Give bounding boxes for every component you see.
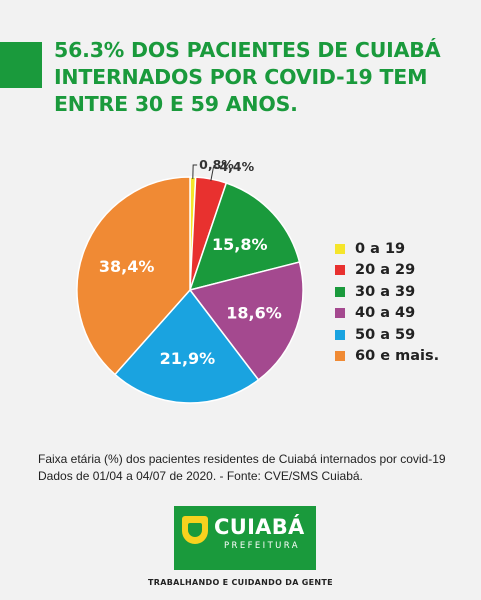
logo-name: CUIABÁ — [214, 515, 305, 539]
pie-leader-0-a-19 — [192, 164, 198, 180]
pie-label-0-a-19: 0,8% — [199, 157, 234, 172]
legend-label-50-a-59: 50 a 59 — [355, 326, 416, 343]
legend-label-0-a-19: 0 a 19 — [355, 240, 406, 257]
headline-line-3: ENTRE 30 E 59 ANOS. — [54, 92, 298, 116]
pie-slice-40-a-49 — [188, 261, 304, 381]
logo-subtitle: PREFEITURA — [224, 541, 300, 551]
legend-item-60-e-mais: 60 e mais. — [335, 346, 439, 368]
legend-item-40-a-49: 40 a 49 — [335, 303, 439, 325]
legend-swatch-20-a-29 — [335, 265, 345, 276]
caption-line-1: Faixa etária (%) dos pacientes residente… — [38, 452, 446, 466]
headline-line-1: 56.3% DOS PACIENTES DE CUIABÁ — [54, 37, 464, 64]
headline-percentage: 56.3% — [54, 38, 125, 62]
chart-caption: Faixa etária (%) dos pacientes residente… — [38, 451, 468, 485]
legend-label-30-a-39: 30 a 39 — [355, 283, 416, 300]
headline: 56.3% DOS PACIENTES DE CUIABÁ INTERNADOS… — [54, 37, 464, 118]
legend-swatch-0-a-19 — [335, 243, 345, 254]
city-seal-icon — [182, 516, 208, 544]
legend-item-0-a-19: 0 a 19 — [335, 238, 439, 260]
legend-item-50-a-59: 50 a 59 — [335, 324, 439, 346]
pie-label-20-a-29: 4,4% — [219, 159, 254, 174]
chart-legend: 0 a 19 20 a 29 30 a 39 40 a 49 50 a 59 60 e m… — [335, 238, 439, 367]
legend-item-30-a-39: 30 a 39 — [335, 281, 439, 303]
legend-label-40-a-49: 40 a 49 — [355, 305, 416, 322]
headline-line-2: INTERNADOS POR COVID-19 TEM — [54, 65, 428, 89]
accent-bar — [0, 42, 42, 88]
legend-swatch-60-e-mais — [335, 351, 345, 362]
pie-label-30-a-39: 15,8% — [212, 235, 268, 254]
legend-swatch-50-a-59 — [335, 329, 345, 340]
legend-swatch-30-a-39 — [335, 286, 345, 297]
legend-item-20-a-29: 20 a 29 — [335, 260, 439, 282]
pie-label-60-e-mais: 38,4% — [99, 257, 155, 276]
legend-swatch-40-a-49 — [335, 308, 345, 319]
pie-leader-20-a-29 — [210, 166, 218, 182]
tagline: TRABALHANDO E CUIDANDO DA GENTE — [148, 578, 333, 587]
legend-label-60-e-mais: 60 e mais. — [355, 348, 440, 365]
caption-line-2: Dados de 01/04 a 04/07 de 2020. - Fonte:… — [38, 469, 363, 483]
pie-slice-60-e-mais — [76, 176, 191, 376]
pie-slice-50-a-59 — [113, 288, 260, 404]
prefeitura-logo: CUIABÁ PREFEITURA — [174, 506, 316, 570]
pie-label-40-a-49: 18,6% — [226, 303, 282, 322]
pie-label-50-a-59: 21,9% — [160, 349, 216, 368]
legend-label-20-a-29: 20 a 29 — [355, 262, 416, 279]
headline-line-1-text: DOS PACIENTES DE CUIABÁ — [124, 38, 441, 62]
pie-chart: 0,8%4,4% 15,8% 18,6% 21,9% 38,4% — [76, 157, 304, 404]
pie-slice-30-a-39 — [188, 182, 301, 292]
